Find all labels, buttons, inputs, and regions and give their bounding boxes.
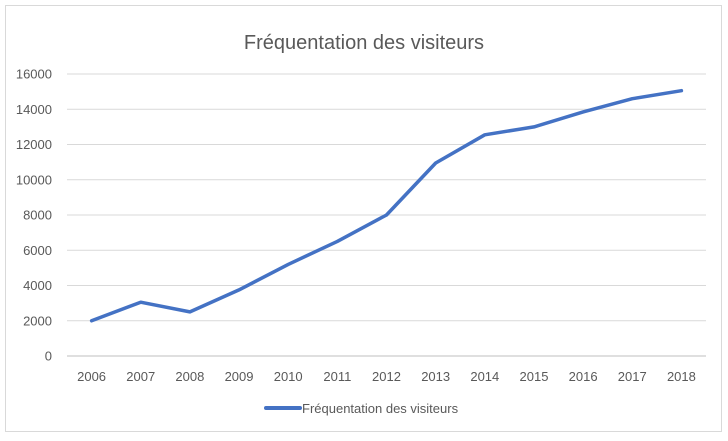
y-tick-label: 12000: [16, 137, 52, 152]
x-tick-label: 2012: [372, 369, 401, 384]
chart-area: [5, 5, 722, 432]
series-line: [89, 88, 684, 323]
y-tick-label: 0: [45, 349, 52, 364]
x-tick-label: 2010: [274, 369, 303, 384]
x-tick-label: 2015: [520, 369, 549, 384]
x-tick-label: 2018: [667, 369, 696, 384]
series-lines: [89, 88, 684, 323]
legend: Fréquentation des visiteurs: [264, 401, 459, 416]
x-tick-label: 2009: [225, 369, 254, 384]
gridlines: [67, 73, 706, 357]
chart-title: Fréquentation des visiteurs: [244, 32, 484, 54]
y-tick-label: 10000: [16, 172, 52, 187]
x-tick-label: 2014: [470, 369, 499, 384]
y-tick-label: 14000: [16, 102, 52, 117]
x-tick-label: 2008: [175, 369, 204, 384]
y-tick-label: 2000: [23, 313, 52, 328]
x-tick-label: 2007: [126, 369, 155, 384]
x-tick-label: 2016: [569, 369, 598, 384]
x-tick-label: 2017: [618, 369, 647, 384]
x-tick-label: 2006: [77, 369, 106, 384]
y-tick-label: 16000: [16, 67, 52, 82]
legend-label: Fréquentation des visiteurs: [302, 401, 459, 416]
x-tick-label: 2011: [323, 369, 351, 384]
y-tick-label: 4000: [23, 278, 52, 293]
x-tick-label: 2013: [421, 369, 450, 384]
y-tick-label: 6000: [23, 243, 52, 258]
x-axis-ticks: 2006 2007 2008 2009 2010 2011 2012 2013 2014 2015…: [77, 369, 696, 384]
y-axis-ticks: 0 2000 4000 6000 8000 10000 12000 14000 16000: [16, 67, 52, 364]
y-tick-label: 8000: [23, 208, 52, 223]
